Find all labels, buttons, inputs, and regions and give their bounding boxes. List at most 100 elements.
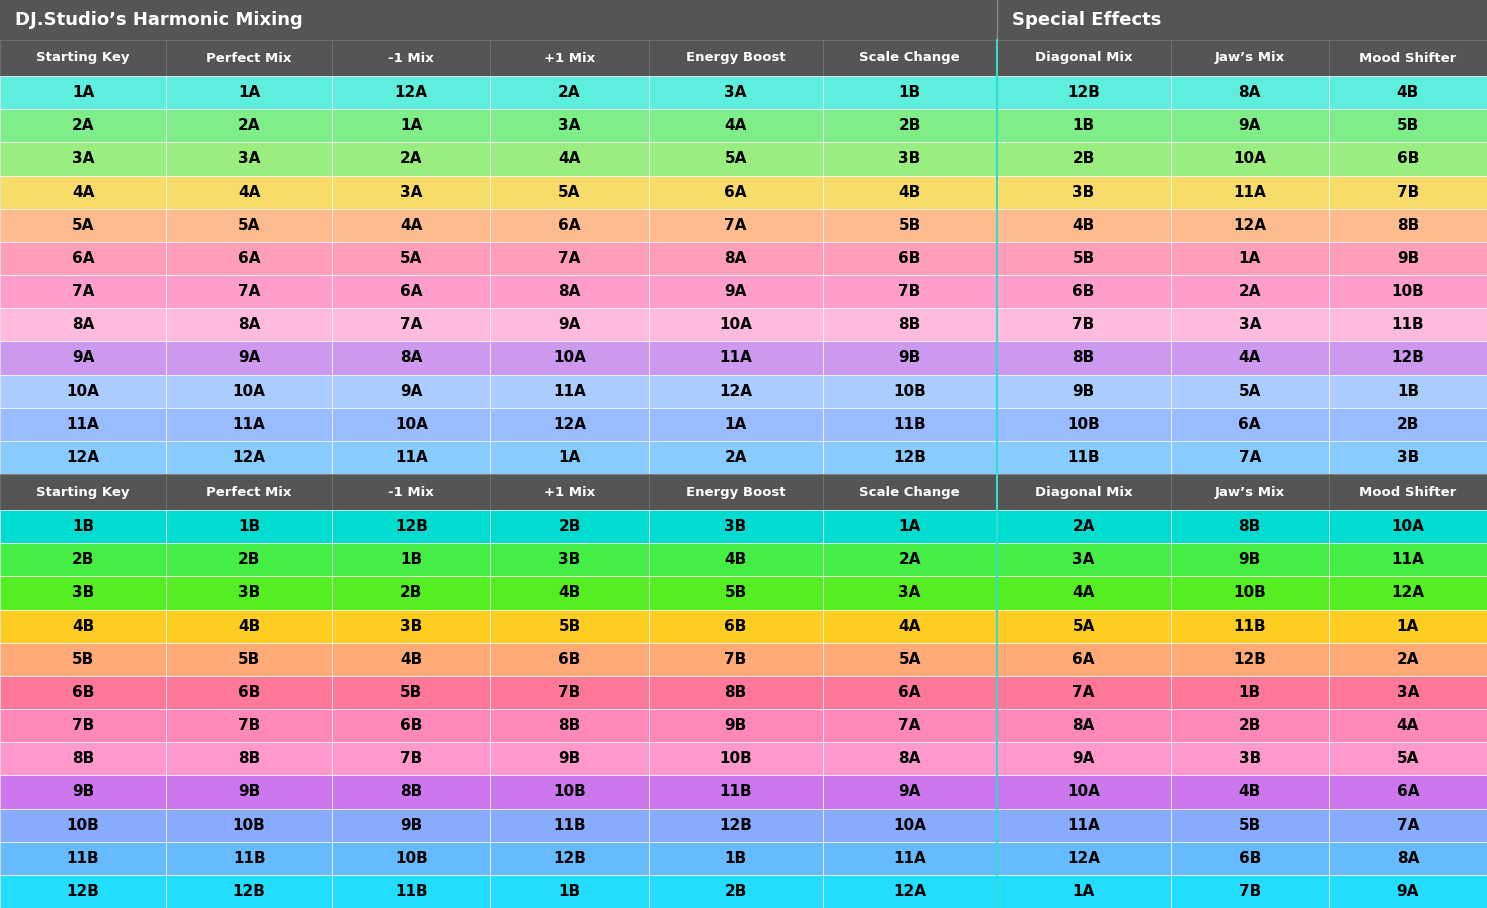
Bar — [491, 308, 648, 341]
Bar — [332, 709, 491, 742]
Bar — [648, 577, 822, 609]
Text: 5A: 5A — [400, 251, 422, 266]
Bar — [822, 474, 996, 510]
Text: 4A: 4A — [400, 218, 422, 232]
Bar — [822, 842, 996, 874]
Text: 4B: 4B — [71, 618, 94, 634]
Bar — [491, 742, 648, 775]
Text: 3B: 3B — [1396, 450, 1419, 465]
Bar — [648, 242, 822, 275]
Bar — [167, 874, 332, 908]
Bar — [996, 676, 1170, 709]
Text: 11A: 11A — [894, 851, 926, 865]
Text: 8B: 8B — [1072, 350, 1094, 365]
Bar — [491, 874, 648, 908]
Bar — [332, 842, 491, 874]
Text: 5B: 5B — [1239, 817, 1261, 833]
Bar — [167, 374, 332, 408]
Text: 8B: 8B — [1396, 218, 1419, 232]
Bar — [167, 109, 332, 143]
Text: 9B: 9B — [400, 817, 422, 833]
Text: 1B: 1B — [1239, 685, 1261, 700]
Bar — [822, 341, 996, 374]
Bar — [491, 76, 648, 109]
Bar — [167, 275, 332, 308]
Text: 9A: 9A — [724, 284, 746, 299]
Bar — [1329, 874, 1487, 908]
Text: 12B: 12B — [232, 883, 266, 899]
Text: 8B: 8B — [558, 718, 580, 733]
Bar — [1170, 742, 1329, 775]
Bar — [332, 109, 491, 143]
Text: 10B: 10B — [1068, 417, 1100, 431]
Text: 11B: 11B — [67, 851, 100, 865]
Bar — [0, 275, 167, 308]
Text: Diagonal Mix: Diagonal Mix — [1035, 52, 1133, 64]
Text: 12A: 12A — [1233, 218, 1267, 232]
Bar — [996, 474, 1170, 510]
Text: 2A: 2A — [71, 118, 94, 133]
Bar — [332, 742, 491, 775]
Bar — [996, 76, 1170, 109]
Bar — [332, 408, 491, 440]
Bar — [996, 109, 1170, 143]
Bar — [167, 175, 332, 209]
Text: 5B: 5B — [71, 652, 94, 666]
Text: 8A: 8A — [898, 751, 920, 766]
Text: 12A: 12A — [232, 450, 266, 465]
Text: 4A: 4A — [1072, 586, 1094, 600]
Text: 12B: 12B — [67, 883, 100, 899]
Text: 8A: 8A — [1239, 85, 1261, 100]
Bar — [167, 775, 332, 808]
Bar — [996, 643, 1170, 676]
Bar — [491, 341, 648, 374]
Text: 12A: 12A — [894, 883, 926, 899]
Bar — [648, 874, 822, 908]
Text: 3A: 3A — [724, 85, 746, 100]
Text: 12A: 12A — [720, 383, 752, 399]
Text: 10A: 10A — [894, 817, 926, 833]
Text: 5B: 5B — [238, 652, 260, 666]
Text: 4A: 4A — [724, 118, 746, 133]
Bar — [996, 440, 1170, 474]
Text: 9A: 9A — [238, 350, 260, 365]
Bar — [648, 143, 822, 175]
Bar — [167, 577, 332, 609]
Bar — [167, 440, 332, 474]
Bar — [1170, 242, 1329, 275]
Bar — [0, 40, 167, 76]
Bar — [648, 374, 822, 408]
Text: Perfect Mix: Perfect Mix — [207, 52, 291, 64]
Bar — [648, 474, 822, 510]
Text: 7A: 7A — [1239, 450, 1261, 465]
Bar — [996, 842, 1170, 874]
Text: 6A: 6A — [898, 685, 920, 700]
Text: 10B: 10B — [553, 785, 586, 799]
Text: 3B: 3B — [71, 586, 94, 600]
Bar — [822, 408, 996, 440]
Bar — [332, 775, 491, 808]
Bar — [491, 440, 648, 474]
Bar — [1329, 510, 1487, 543]
Bar — [1329, 275, 1487, 308]
Bar — [822, 577, 996, 609]
Text: 10B: 10B — [894, 383, 926, 399]
Text: 11B: 11B — [1233, 618, 1265, 634]
Text: 6B: 6B — [1396, 152, 1419, 166]
Text: 10A: 10A — [720, 317, 752, 332]
Text: 3A: 3A — [71, 152, 94, 166]
Bar — [491, 577, 648, 609]
Bar — [167, 76, 332, 109]
Bar — [491, 808, 648, 842]
Bar — [491, 175, 648, 209]
Text: -1 Mix: -1 Mix — [388, 52, 434, 64]
Bar — [648, 275, 822, 308]
Text: 5A: 5A — [724, 152, 746, 166]
Bar — [167, 341, 332, 374]
Bar — [1170, 543, 1329, 577]
Bar — [996, 543, 1170, 577]
Bar — [332, 275, 491, 308]
Text: 8A: 8A — [238, 317, 260, 332]
Bar — [648, 742, 822, 775]
Text: 12B: 12B — [720, 817, 752, 833]
